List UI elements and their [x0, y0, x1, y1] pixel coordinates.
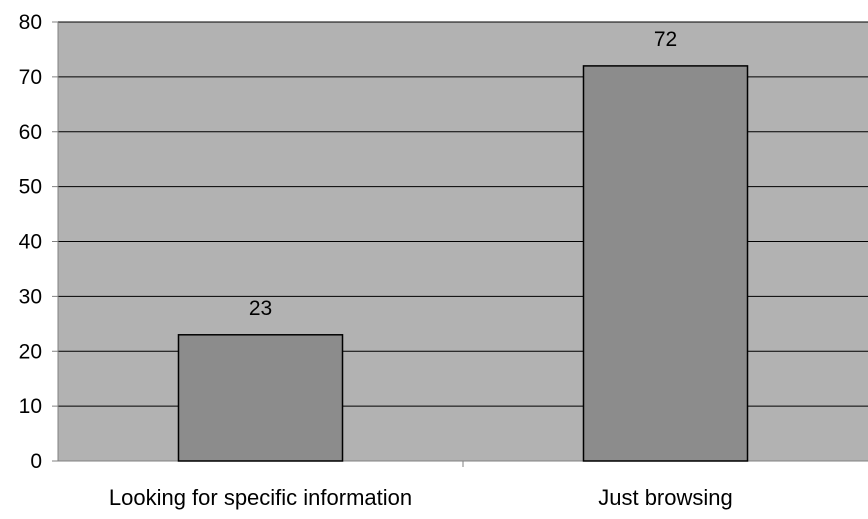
y-tick-label: 40: [19, 231, 42, 254]
data-labels: 23 72: [249, 28, 677, 320]
y-tick-label: 20: [19, 340, 42, 363]
y-tick-label: 0: [30, 450, 42, 473]
x-category-label: Just browsing: [598, 485, 733, 510]
data-label: 23: [249, 297, 272, 320]
y-tick-label: 10: [19, 395, 42, 418]
y-axis: 0 10 20 30 40 50 60 70 80: [19, 11, 59, 473]
y-tick-label: 50: [19, 176, 42, 199]
y-tick-label: 60: [19, 121, 42, 144]
bar: [582, 65, 749, 462]
y-tick-label: 80: [19, 11, 42, 34]
x-axis: Looking for specific information Just bro…: [58, 460, 868, 510]
y-tick-label: 70: [19, 66, 42, 89]
bar: [177, 334, 344, 462]
y-tick-label: 30: [19, 285, 42, 308]
data-label: 72: [654, 28, 677, 51]
bars: [177, 65, 749, 462]
x-category-label: Looking for specific information: [109, 485, 412, 510]
